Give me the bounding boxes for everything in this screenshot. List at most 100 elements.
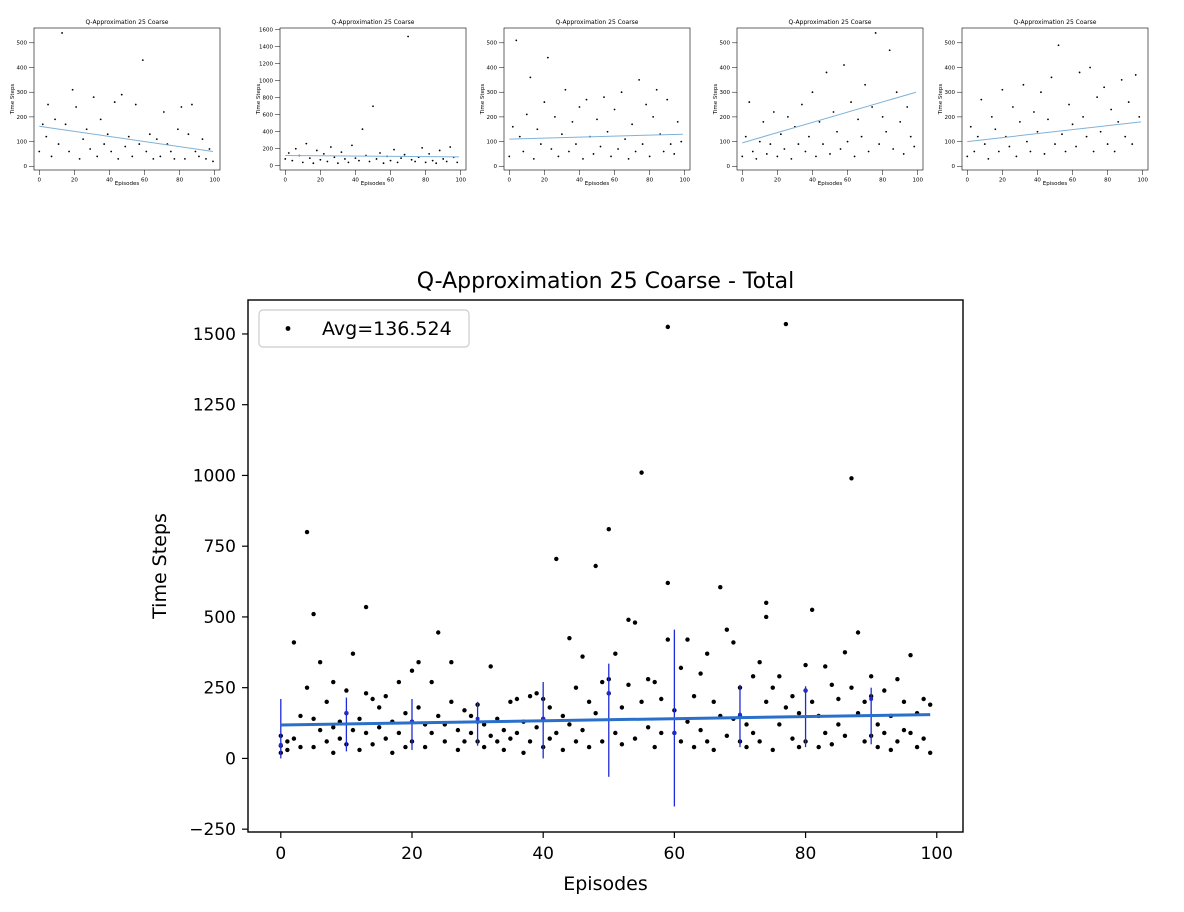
data-point <box>829 682 835 688</box>
x-tick-label: 40 <box>809 178 816 184</box>
data-point <box>796 744 802 750</box>
x-tick-label: 40 <box>1034 178 1041 184</box>
data-point <box>337 162 339 165</box>
data-point <box>1106 143 1109 145</box>
data-point <box>368 160 371 163</box>
x-tick-label: 0 <box>508 178 512 184</box>
data-point <box>606 130 609 133</box>
data-point <box>790 693 795 699</box>
data-point <box>103 143 106 145</box>
y-tick-label: 300 <box>487 90 498 96</box>
data-point <box>148 133 151 136</box>
data-point <box>546 56 549 59</box>
data-point <box>645 725 651 730</box>
data-point <box>455 727 461 733</box>
y-tick-label: 100 <box>17 140 28 146</box>
data-point <box>173 157 176 160</box>
data-point <box>50 155 53 158</box>
data-point <box>285 739 290 744</box>
data-point <box>857 118 859 121</box>
data-point <box>770 685 775 690</box>
data-point <box>331 750 336 755</box>
data-point <box>436 630 441 635</box>
data-point <box>882 688 887 693</box>
x-axis-label: Episodes <box>361 181 386 187</box>
data-point <box>68 150 70 153</box>
data-point <box>645 676 651 682</box>
data-point <box>980 98 983 101</box>
data-point <box>878 143 881 145</box>
data-point <box>829 153 831 155</box>
data-point <box>495 716 500 722</box>
data-point <box>431 159 434 162</box>
data-point <box>152 157 155 160</box>
data-point <box>396 730 402 736</box>
data-point <box>131 155 134 158</box>
data-point <box>888 747 894 753</box>
data-point <box>315 149 318 152</box>
data-point <box>539 143 542 145</box>
data-point <box>631 123 633 126</box>
data-point <box>626 682 631 688</box>
x-tick-label: 20 <box>999 178 1006 184</box>
y-tick-label: 0 <box>952 164 956 170</box>
data-point <box>481 744 487 750</box>
y-tick-label: 200 <box>945 115 956 121</box>
data-point <box>317 660 323 665</box>
plot-frame <box>247 299 964 833</box>
data-point <box>198 155 200 158</box>
data-point <box>488 733 493 738</box>
data-point <box>176 128 179 131</box>
data-point <box>187 133 190 136</box>
data-point <box>648 155 651 158</box>
data-point <box>515 39 518 42</box>
data-point <box>585 98 588 101</box>
y-tick-label: 600 <box>263 113 274 119</box>
data-point <box>801 103 803 106</box>
data-point <box>361 128 364 131</box>
error-bar-center <box>475 716 480 721</box>
data-point <box>568 150 570 153</box>
data-point <box>815 155 817 158</box>
data-point <box>428 152 431 155</box>
data-point <box>312 162 315 165</box>
data-point <box>331 725 336 730</box>
data-point <box>363 691 369 696</box>
data-point <box>769 143 772 145</box>
data-point <box>99 118 102 121</box>
legend-marker <box>285 326 291 331</box>
error-bar-center <box>278 742 283 747</box>
data-point <box>909 135 912 138</box>
data-point <box>1001 88 1004 91</box>
data-point <box>557 155 560 158</box>
data-point <box>698 671 703 676</box>
data-point <box>344 688 349 693</box>
data-point <box>438 149 441 152</box>
data-point <box>816 744 821 750</box>
x-tick-label: 100 <box>912 178 923 184</box>
data-point <box>691 744 697 750</box>
x-tick-label: 40 <box>352 178 359 184</box>
data-point <box>508 736 513 741</box>
y-axis-label: Time Steps <box>938 84 944 116</box>
data-point <box>421 146 424 149</box>
data-point <box>1050 76 1053 79</box>
data-point <box>698 727 703 733</box>
data-point <box>855 630 861 635</box>
data-point <box>561 133 563 136</box>
data-point <box>632 736 638 741</box>
data-point <box>836 696 841 702</box>
data-point <box>383 736 388 741</box>
data-point <box>850 101 852 103</box>
x-axis-label: Episodes <box>563 873 648 895</box>
x-tick-label: 80 <box>1104 178 1111 184</box>
data-point <box>329 146 332 148</box>
data-point <box>832 111 835 113</box>
data-point <box>1057 44 1060 47</box>
data-point <box>347 161 350 164</box>
data-point <box>525 113 528 116</box>
data-point <box>659 696 664 702</box>
x-tick-label: 0 <box>966 178 970 184</box>
data-point <box>1061 133 1063 136</box>
